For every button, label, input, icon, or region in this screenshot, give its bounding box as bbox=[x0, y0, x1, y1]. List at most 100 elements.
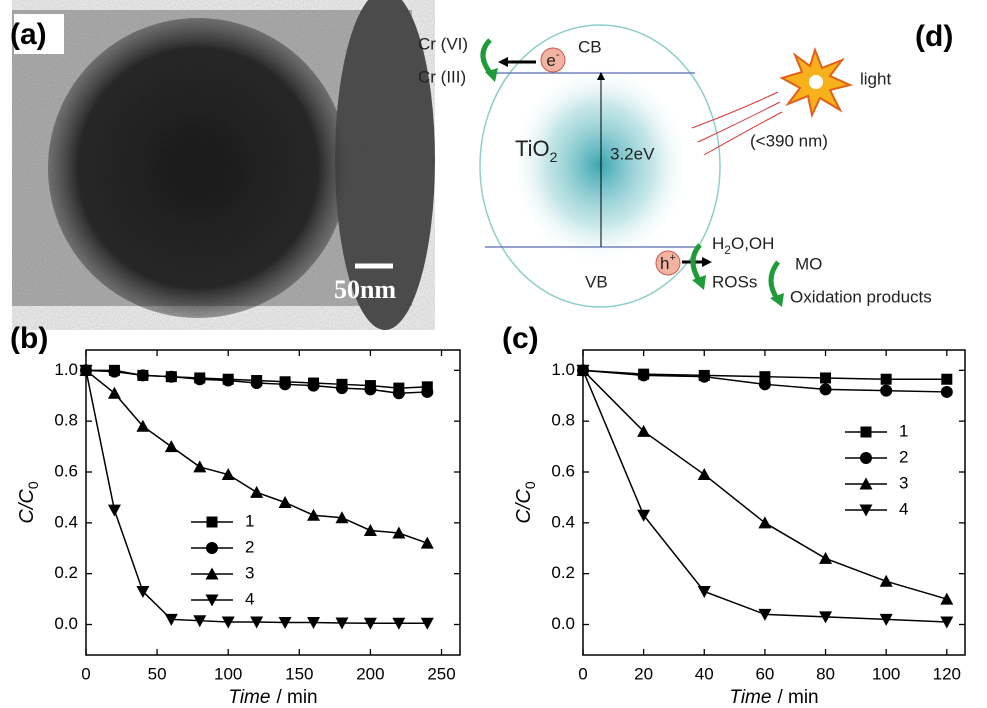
legend-label: 3 bbox=[899, 473, 908, 492]
marker bbox=[165, 370, 178, 383]
x-tick-label: 50 bbox=[148, 664, 167, 683]
marker bbox=[193, 373, 206, 386]
x-axis-label: / min bbox=[276, 687, 317, 708]
marker bbox=[420, 536, 434, 549]
marker bbox=[307, 616, 321, 629]
marker bbox=[307, 379, 320, 392]
y-tick-label: 0.6 bbox=[54, 461, 78, 480]
marker bbox=[637, 509, 651, 522]
marker bbox=[363, 617, 377, 630]
marker bbox=[819, 611, 833, 624]
y-tick-label: 0.8 bbox=[551, 411, 575, 430]
tem-image bbox=[12, 0, 435, 330]
marker bbox=[335, 511, 349, 524]
marker bbox=[860, 452, 872, 464]
label: (<390 nm) bbox=[750, 131, 828, 150]
y-tick-label: 1.0 bbox=[54, 360, 78, 379]
x-tick-label: 0 bbox=[578, 664, 587, 683]
marker bbox=[392, 617, 406, 630]
marker bbox=[758, 608, 772, 621]
label: MO bbox=[795, 254, 822, 273]
x-tick-label: 80 bbox=[816, 664, 835, 683]
y-axis-label: 0 bbox=[25, 481, 41, 489]
label: O,OH bbox=[731, 234, 774, 253]
marker bbox=[136, 369, 149, 382]
x-tick-label: 60 bbox=[755, 664, 774, 683]
x-axis-label: Time / min bbox=[729, 687, 818, 708]
y-axis-label: 0 bbox=[522, 481, 538, 489]
marker bbox=[697, 585, 711, 598]
marker bbox=[250, 616, 264, 629]
legend-label: 1 bbox=[899, 421, 908, 440]
marker bbox=[79, 364, 93, 377]
marker bbox=[879, 613, 893, 626]
x-tick-label: 40 bbox=[695, 664, 714, 683]
diagram bbox=[479, 24, 854, 308]
marker bbox=[250, 377, 263, 390]
marker bbox=[859, 504, 873, 517]
marker bbox=[420, 617, 434, 630]
marker bbox=[819, 383, 832, 396]
y-axis-label: C/C bbox=[513, 489, 535, 524]
y-tick-label: 0.8 bbox=[54, 411, 78, 430]
y-tick-label: 0.4 bbox=[54, 512, 78, 531]
marker bbox=[307, 508, 321, 521]
label: TiO2 bbox=[515, 136, 558, 165]
y-tick-label: 0.0 bbox=[551, 614, 575, 633]
marker bbox=[335, 382, 348, 395]
x-axis-label: Time bbox=[729, 687, 771, 708]
label: light bbox=[860, 69, 891, 88]
x-axis-label: Time bbox=[228, 687, 270, 708]
marker bbox=[697, 468, 711, 481]
label: Cr (III) bbox=[418, 67, 466, 86]
marker bbox=[758, 378, 771, 391]
marker bbox=[940, 592, 954, 605]
legend-label: 4 bbox=[245, 589, 254, 608]
marker bbox=[880, 373, 892, 385]
marker bbox=[859, 477, 873, 490]
marker bbox=[637, 369, 650, 382]
marker bbox=[206, 516, 218, 528]
label: h+ bbox=[660, 252, 676, 274]
marker bbox=[392, 526, 406, 539]
marker bbox=[698, 370, 711, 383]
marker bbox=[279, 378, 292, 391]
y-tick-label: 0.2 bbox=[54, 563, 78, 582]
label: VB bbox=[585, 272, 608, 291]
marker bbox=[637, 424, 651, 437]
label: 2 bbox=[724, 243, 731, 257]
marker bbox=[136, 585, 150, 598]
label: CB bbox=[578, 37, 602, 56]
legend-label: 2 bbox=[899, 447, 908, 466]
marker bbox=[392, 387, 405, 400]
marker bbox=[221, 616, 235, 629]
x-tick-label: 20 bbox=[634, 664, 653, 683]
y-tick-label: 0.6 bbox=[551, 461, 575, 480]
y-tick-label: 0.4 bbox=[551, 512, 575, 531]
marker bbox=[136, 419, 150, 432]
marker bbox=[107, 386, 121, 399]
y-tick-label: 0.0 bbox=[54, 614, 78, 633]
marker bbox=[879, 574, 893, 587]
series-line bbox=[85, 369, 428, 544]
marker bbox=[278, 496, 292, 508]
y-tick-label: 1.0 bbox=[551, 360, 575, 379]
plot-frame bbox=[85, 349, 461, 656]
y-axis-label: C/C0 bbox=[513, 481, 537, 523]
label: e bbox=[546, 51, 555, 70]
legend-label: 3 bbox=[245, 563, 254, 582]
y-axis-label: C/C0 bbox=[16, 481, 40, 523]
panel-label: (a) bbox=[10, 18, 47, 51]
label: H2O,OH bbox=[712, 234, 774, 257]
legend-label: 4 bbox=[899, 499, 908, 518]
marker bbox=[576, 364, 590, 377]
label: - bbox=[556, 49, 560, 61]
marker bbox=[820, 372, 832, 384]
plot-frame bbox=[582, 349, 966, 656]
x-tick-label: 150 bbox=[285, 664, 313, 683]
legend-label: 2 bbox=[245, 537, 254, 556]
x-tick-label: 120 bbox=[933, 664, 961, 683]
label: H bbox=[712, 234, 724, 253]
marker bbox=[164, 440, 178, 453]
marker bbox=[107, 504, 121, 517]
